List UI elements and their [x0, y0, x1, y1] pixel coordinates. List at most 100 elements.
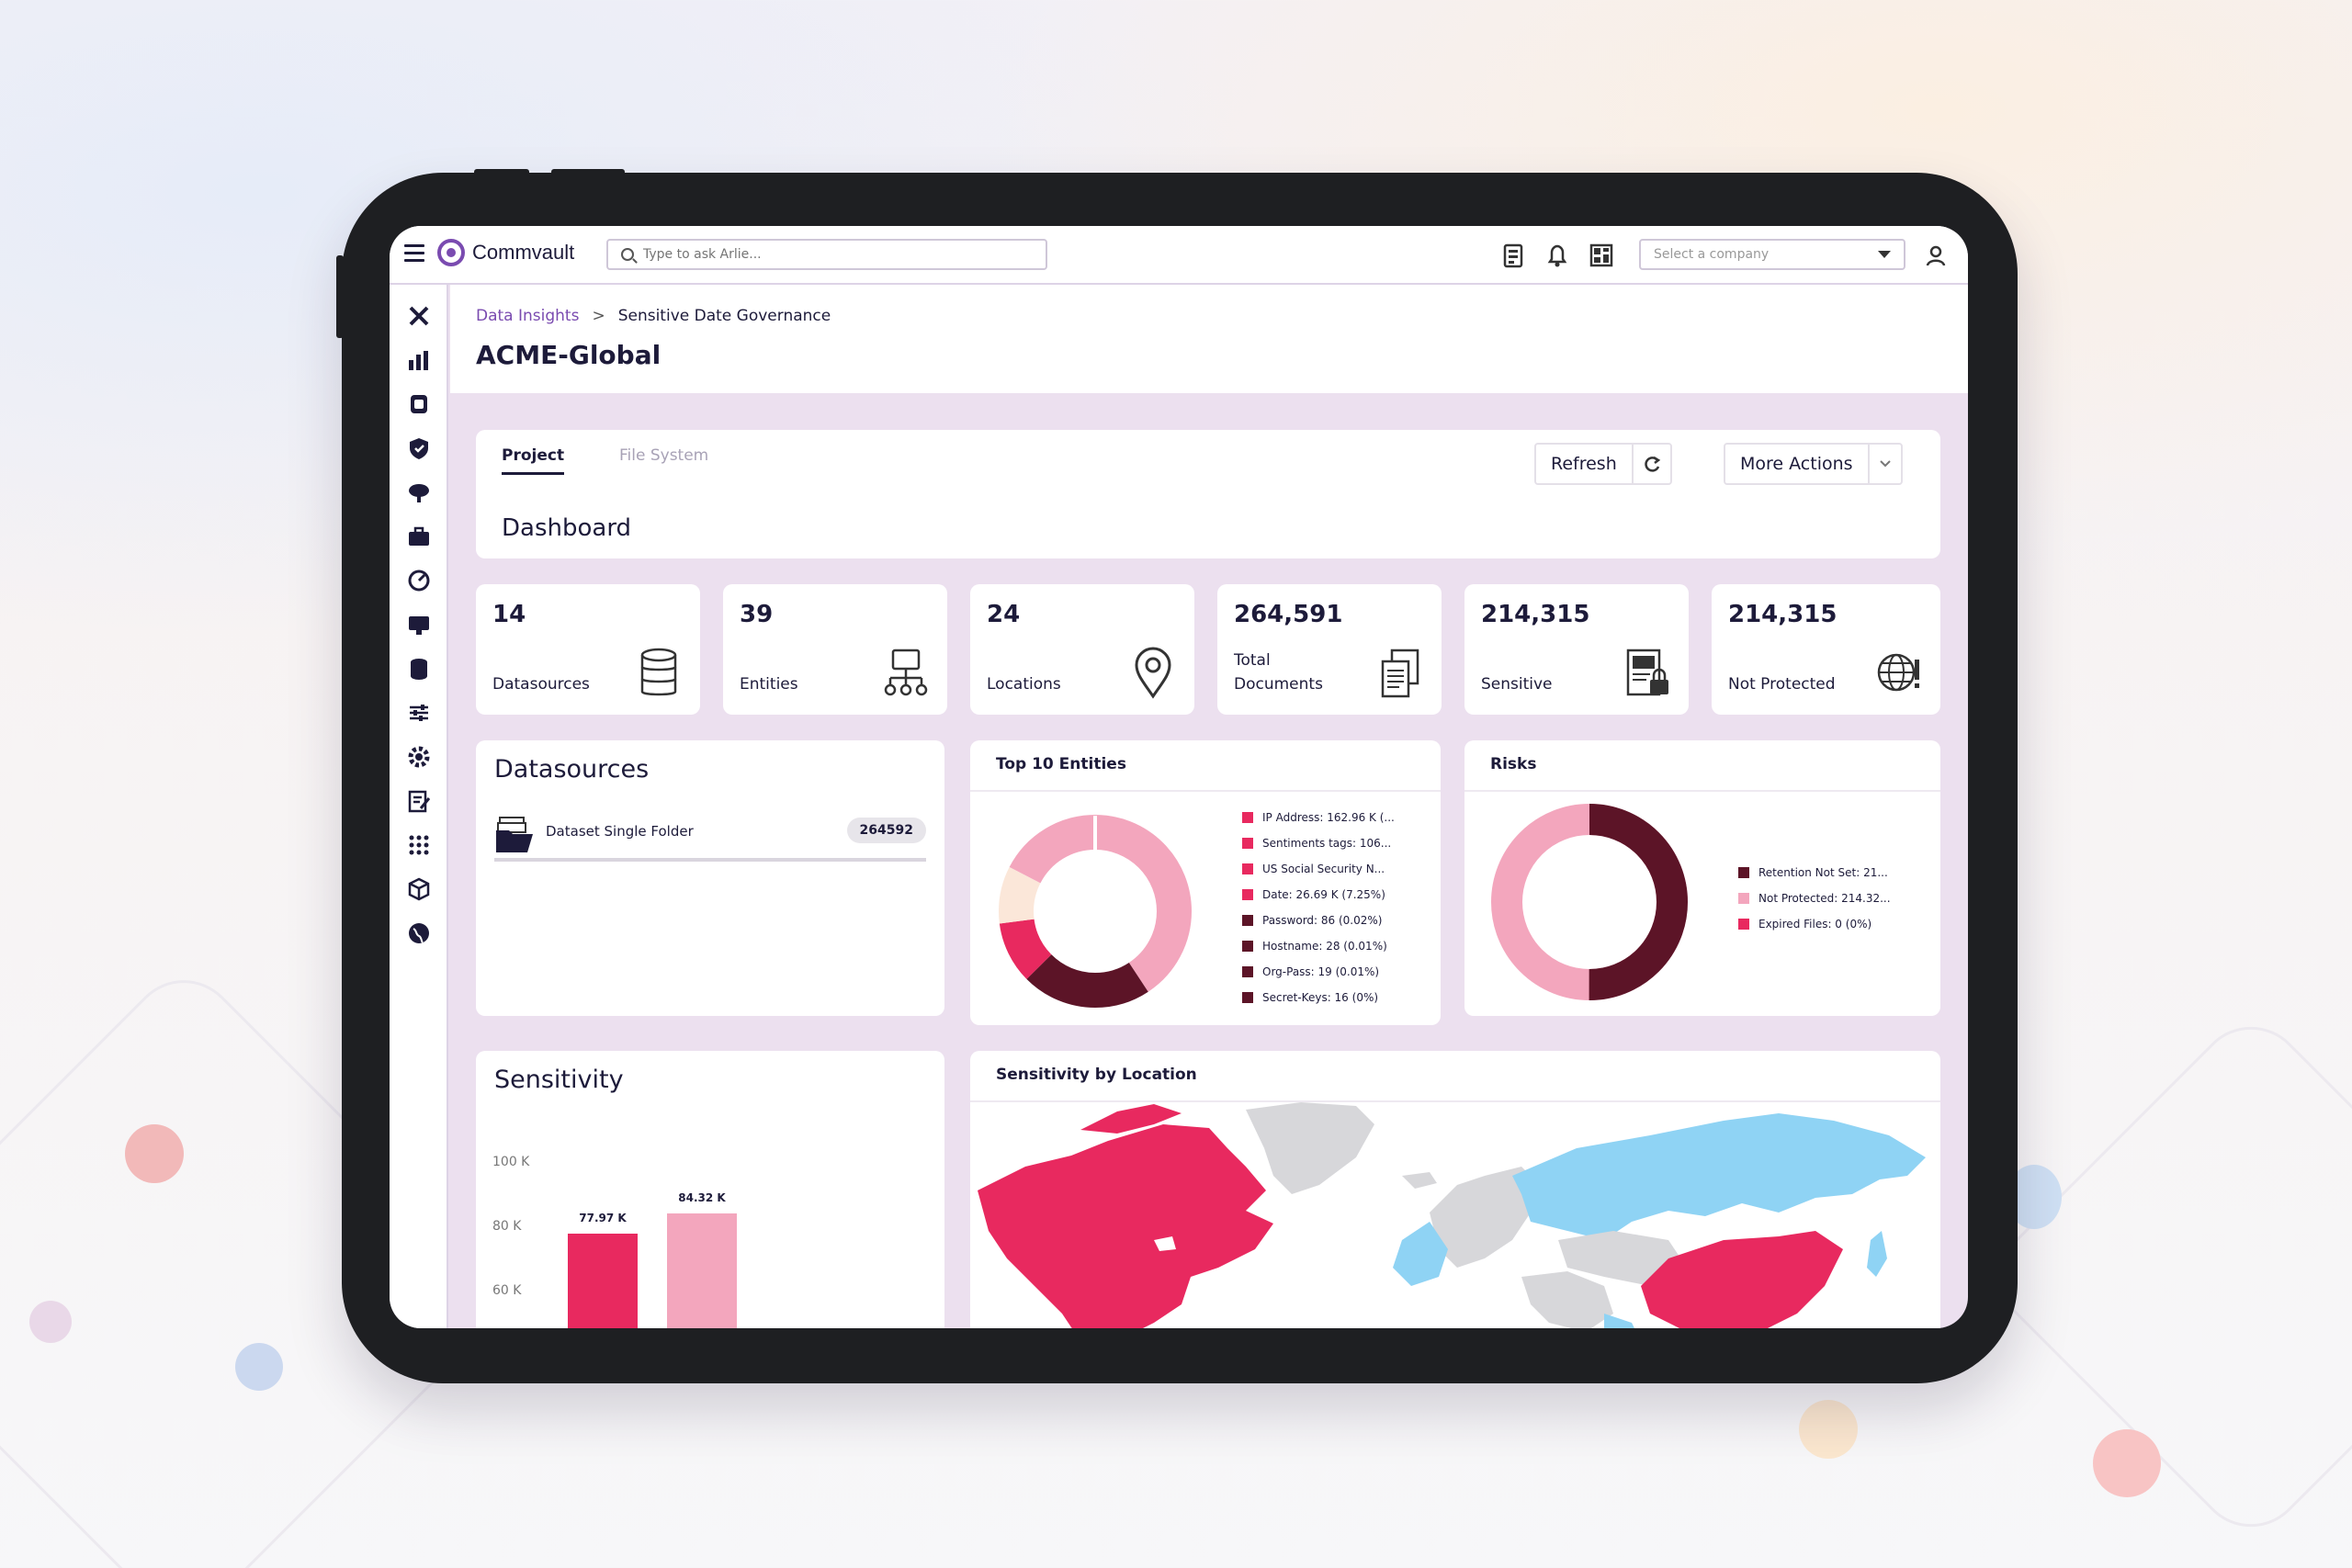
- dashboard-grid-icon[interactable]: [1589, 243, 1613, 268]
- legend-label: US Social Security N...: [1262, 863, 1385, 875]
- search-box[interactable]: [606, 239, 1047, 270]
- legend-label: Hostname: 28 (0.01%): [1262, 940, 1387, 953]
- more-actions-button[interactable]: More Actions: [1724, 443, 1903, 485]
- legend-item[interactable]: Expired Files: 0 (0%): [1738, 911, 1891, 937]
- legend-item[interactable]: Password: 86 (0.02%): [1242, 908, 1395, 933]
- donut-slice: [999, 815, 1192, 1008]
- breadcrumb-parent-link[interactable]: Data Insights: [476, 307, 580, 325]
- background-dot: [235, 1343, 283, 1391]
- legend-swatch: [1242, 812, 1253, 823]
- app-screen: Commvault Select a company: [390, 226, 1968, 1328]
- analytics-icon[interactable]: [406, 347, 432, 373]
- legend-item[interactable]: Retention Not Set: 21...: [1738, 860, 1891, 886]
- brand-name: Commvault: [472, 241, 575, 264]
- top-entities-title: Top 10 Entities: [996, 755, 1126, 773]
- cloud-icon[interactable]: [406, 479, 432, 505]
- risks-title: Risks: [1490, 755, 1537, 773]
- bar[interactable]: [568, 1234, 638, 1328]
- tab-file-system[interactable]: File System: [619, 446, 709, 465]
- datasource-label: Dataset Single Folder: [546, 823, 694, 840]
- kpi-card-locations[interactable]: 24 Locations: [970, 584, 1194, 715]
- legend-label: Date: 26.69 K (7.25%): [1262, 888, 1385, 901]
- dashboard-title: Dashboard: [502, 514, 632, 542]
- gauge-icon[interactable]: [406, 568, 432, 593]
- chevron-down-icon: [1879, 460, 1891, 468]
- logo-mark-icon: [437, 239, 465, 266]
- kpi-card-not-protected[interactable]: 214,315 Not Protected: [1712, 584, 1940, 715]
- tools-icon[interactable]: [406, 303, 432, 329]
- donut-slice: [999, 815, 1192, 1008]
- legend-label: Not Protected: 214.32...: [1758, 892, 1891, 905]
- bell-icon[interactable]: [1545, 243, 1569, 268]
- apps-grid-icon[interactable]: [406, 832, 432, 858]
- kpi-card-total-documents[interactable]: 264,591 Total Documents: [1217, 584, 1442, 715]
- legend-swatch: [1738, 867, 1749, 878]
- search-input[interactable]: [643, 247, 1029, 262]
- legend-swatch: [1242, 992, 1253, 1003]
- briefcase-icon[interactable]: [406, 524, 432, 549]
- legend-label: Sentiments tags: 106...: [1262, 837, 1392, 850]
- top-bar: Commvault Select a company: [390, 226, 1968, 285]
- background-dot: [1799, 1400, 1858, 1459]
- top-entities-legend: IP Address: 162.96 K (... Sentiments tag…: [1242, 805, 1395, 1010]
- legend-item[interactable]: Sentiments tags: 106...: [1242, 830, 1395, 856]
- gear-icon[interactable]: [406, 744, 432, 770]
- legend-item[interactable]: Not Protected: 214.32...: [1738, 886, 1891, 911]
- button-divider: [1867, 444, 1870, 484]
- divider: [970, 1100, 1940, 1102]
- map-region-russia: [1512, 1113, 1926, 1240]
- sensitivity-card: Sensitivity 100 K80 K60 K40 K77.97 K84.3…: [476, 1051, 944, 1328]
- legend-item[interactable]: IP Address: 162.96 K (...: [1242, 805, 1395, 830]
- brand-logo[interactable]: Commvault: [437, 239, 574, 266]
- tab-project[interactable]: Project: [502, 446, 565, 475]
- legend-swatch: [1242, 863, 1253, 874]
- y-tick-label: 80 K: [492, 1219, 522, 1234]
- risks-card: Risks Retention Not Set: 21... Not Prote…: [1464, 740, 1940, 1016]
- reports-icon[interactable]: [1501, 243, 1525, 268]
- kpi-value: 39: [740, 601, 774, 628]
- kpi-label: Total Documents: [1234, 649, 1323, 696]
- storage-icon[interactable]: [406, 656, 432, 682]
- bar[interactable]: [667, 1213, 737, 1328]
- edit-report-icon[interactable]: [406, 788, 432, 814]
- button-divider: [1631, 444, 1634, 484]
- kpi-label: Sensitive: [1481, 675, 1553, 694]
- datasource-item[interactable]: Dataset Single Folder 264592: [494, 810, 926, 862]
- company-select[interactable]: Select a company: [1639, 239, 1905, 270]
- legend-item[interactable]: US Social Security N...: [1242, 856, 1395, 882]
- legend-swatch: [1242, 915, 1253, 926]
- backup-icon[interactable]: [406, 391, 432, 417]
- legend-label: Org-Pass: 19 (0.01%): [1262, 965, 1380, 978]
- legend-label: Secret-Keys: 16 (0%): [1262, 991, 1379, 1004]
- map-region-north-america: [978, 1124, 1273, 1328]
- breadcrumb-separator: >: [592, 307, 605, 325]
- user-icon[interactable]: [1926, 244, 1946, 266]
- legend-item[interactable]: Date: 26.69 K (7.25%): [1242, 882, 1395, 908]
- kpi-value: 214,315: [1728, 601, 1838, 628]
- kpi-card-entities[interactable]: 39 Entities: [723, 584, 947, 715]
- refresh-button[interactable]: Refresh: [1534, 443, 1672, 485]
- monitor-icon[interactable]: [406, 612, 432, 637]
- kpi-value: 264,591: [1234, 601, 1343, 628]
- globe-alert-icon: [1877, 653, 1919, 692]
- background-dot: [29, 1301, 72, 1343]
- legend-item[interactable]: Secret-Keys: 16 (0%): [1242, 985, 1395, 1010]
- legend-label: Password: 86 (0.02%): [1262, 914, 1383, 927]
- locked-document-icon: [1626, 649, 1668, 696]
- globe-icon[interactable]: [406, 920, 432, 946]
- package-icon[interactable]: [406, 876, 432, 902]
- shield-icon[interactable]: [406, 435, 432, 461]
- sliders-icon[interactable]: [406, 700, 432, 726]
- y-tick-label: 100 K: [492, 1155, 530, 1169]
- dashboard-header-card: Project File System Refresh More Actions…: [476, 430, 1940, 558]
- datasource-count-badge: 264592: [846, 818, 926, 843]
- kpi-value: 214,315: [1481, 601, 1590, 628]
- page-header: Data Insights > Sensitive Date Governanc…: [450, 285, 1968, 393]
- kpi-card-datasources[interactable]: 14 Datasources: [476, 584, 700, 715]
- divider: [970, 790, 1441, 792]
- breadcrumb-current: Sensitive Date Governance: [617, 307, 831, 325]
- kpi-card-sensitive[interactable]: 214,315 Sensitive: [1464, 584, 1689, 715]
- legend-item[interactable]: Org-Pass: 19 (0.01%): [1242, 959, 1395, 985]
- legend-item[interactable]: Hostname: 28 (0.01%): [1242, 933, 1395, 959]
- menu-icon[interactable]: [404, 244, 424, 263]
